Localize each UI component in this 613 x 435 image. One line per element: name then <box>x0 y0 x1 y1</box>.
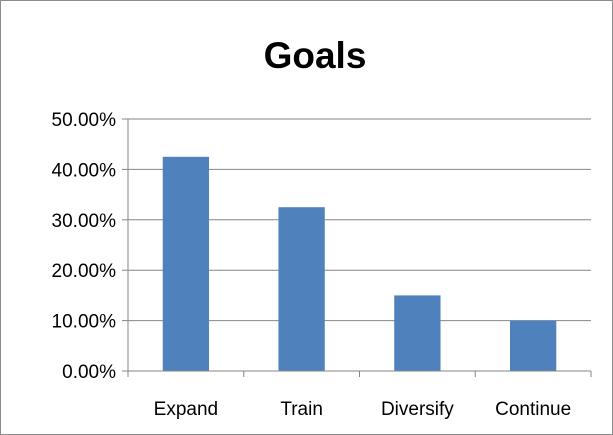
bars <box>162 156 557 371</box>
bar-expand <box>162 156 210 371</box>
y-tick-label: 50.00% <box>52 110 117 131</box>
x-tick-label: Diversify <box>381 399 454 420</box>
axes <box>122 118 592 377</box>
y-tick-label: 10.00% <box>52 312 117 333</box>
chart-title: Goals <box>264 35 367 76</box>
y-tick-label: 30.00% <box>52 211 117 232</box>
x-tick-label: Expand <box>154 399 218 420</box>
y-tick-label: 20.00% <box>52 261 117 282</box>
bar-train <box>278 207 325 371</box>
bar-diversify <box>394 295 441 371</box>
y-tick-label: 0.00% <box>62 362 116 383</box>
x-tick-label: Train <box>280 399 323 420</box>
y-tick-label: 40.00% <box>52 160 117 181</box>
tick-labels: 0.00% 10.00% 20.00% 30.00% 40.00% 50.00% Expan… <box>52 110 572 420</box>
x-tick-label: Continue <box>495 399 571 420</box>
bar-continue <box>509 320 557 371</box>
